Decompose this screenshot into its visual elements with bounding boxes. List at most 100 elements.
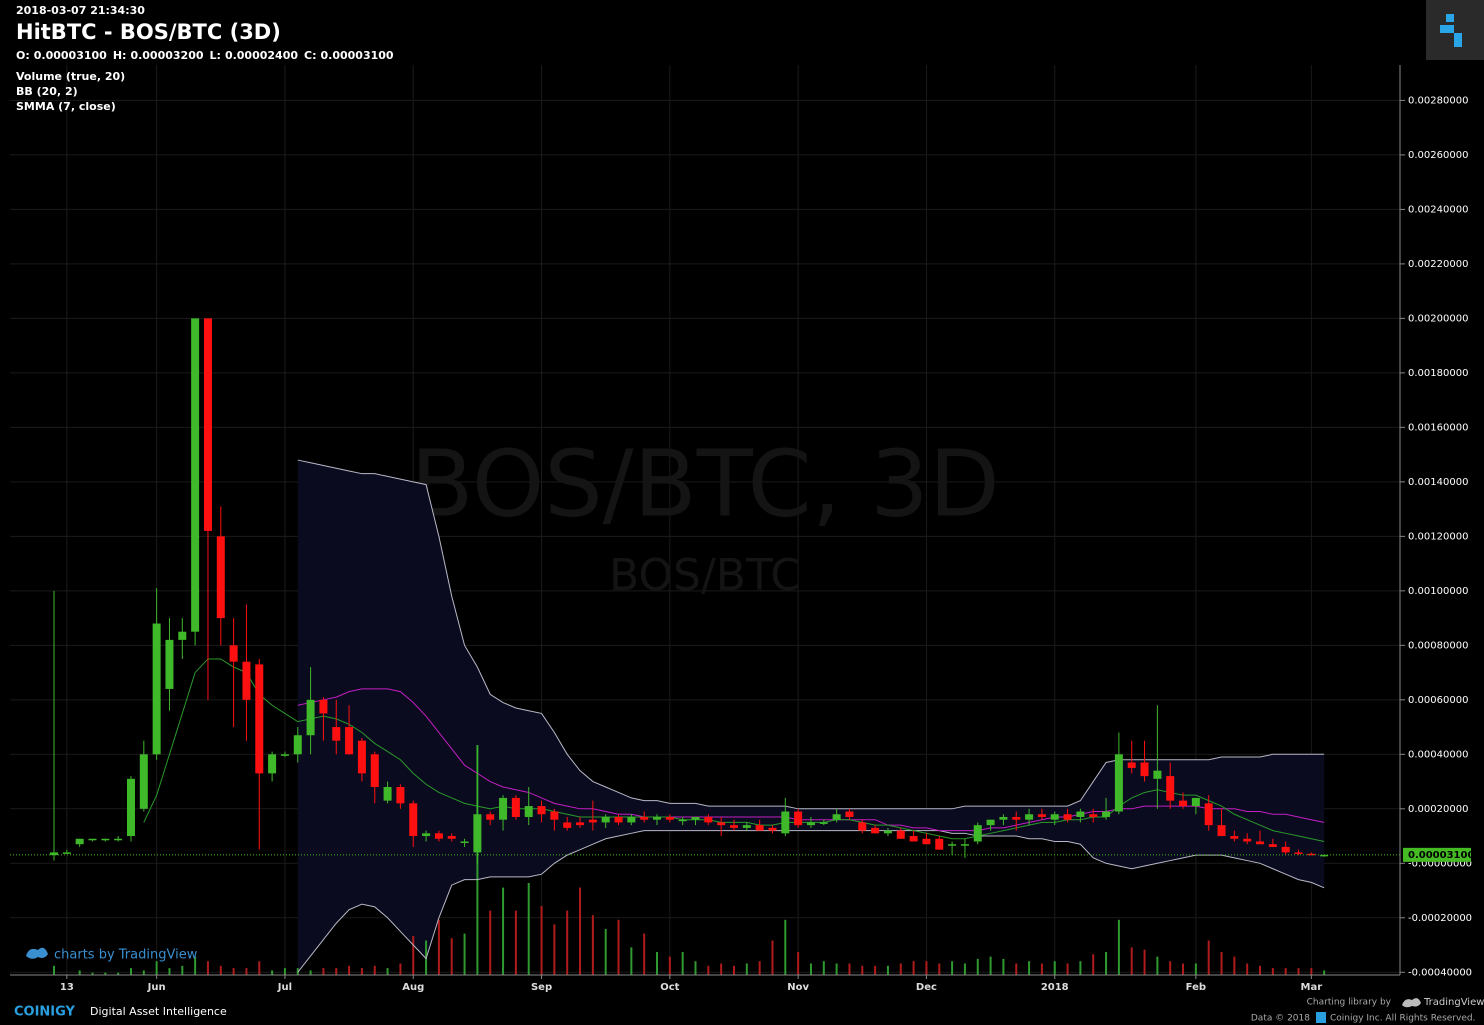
candle-body [717,822,726,826]
candle-body [1256,841,1265,845]
logo-box [1426,0,1484,60]
charts-by-link[interactable]: charts by TradingView [54,948,198,963]
candle-body [1102,811,1111,817]
volume-bar [437,919,440,975]
volume-bar [53,965,55,975]
volume-bar [1284,968,1287,975]
candle-body [203,318,212,531]
candle-body [191,318,200,632]
volume-bar [681,952,684,975]
candle-body [1217,825,1226,837]
candle-body [357,740,366,774]
volume-bar [258,961,261,975]
candle-body [691,816,700,820]
volume-bar [1092,954,1095,975]
volume-bar [129,968,132,975]
tv-icon [1402,998,1421,1008]
x-tick-label: Jul [277,982,292,993]
candle-body [447,836,456,839]
volume-bar [360,968,363,975]
volume-bar [168,968,171,975]
volume-bar [1015,963,1018,975]
candle-body [1127,762,1136,768]
candle-body [588,819,597,823]
candle-body [434,833,443,839]
volume-bar [1143,949,1146,975]
candle-body [563,822,572,828]
volume-bar [142,970,145,975]
volume-bar [194,956,197,975]
candle-body [114,838,123,841]
volume-bar [348,965,351,975]
volume-bar [976,958,979,975]
candle-body [1153,770,1162,779]
volume-bar [1156,956,1159,975]
volume-bar [335,968,338,975]
volume-bar [1053,961,1056,975]
y-tick-label: 0.00040000 [1408,749,1468,760]
volume-bar [412,935,415,975]
volume-bar [566,910,569,975]
candle-body [345,727,354,755]
candle-body [1089,814,1098,817]
candle-body [1294,852,1303,854]
candle-body [50,852,58,856]
candle-body [255,664,264,774]
volume-bar [1066,963,1069,975]
volume-bar [1130,947,1133,975]
timestamp: 2018-03-07 21:34:30 [16,4,145,17]
axes: -0.00040000 -0.00020000 -0.00000000 0.00020… [60,95,1475,993]
candle-body [126,778,135,837]
volume-bar [219,965,222,975]
candle-body [1243,838,1252,842]
volume-bar [309,970,312,975]
candle-body [178,631,187,640]
candle-body [729,825,738,828]
candle-body [832,814,841,820]
x-tick-label: Nov [787,982,809,993]
coinigy-icon [1316,1012,1326,1023]
candle-body [768,827,777,831]
volume-bar [1297,968,1300,975]
candle-body [216,536,225,619]
brand: COINIGY [14,1005,76,1020]
candle-body [88,838,97,841]
logo-block [1454,33,1462,47]
library-credit: Charting library by [1307,998,1392,1008]
candle-body [550,811,559,820]
x-tick-label: Aug [402,982,424,993]
candle-body [973,825,982,842]
candle-body [409,803,418,837]
volume-bar [373,965,376,975]
library-brand[interactable]: TradingView [1423,997,1484,1008]
volume-bar [1105,952,1108,975]
ohlc-value: 0.00003100 [34,49,107,62]
volume-bar [553,924,556,975]
volume-bar [771,940,774,975]
volume-bar [155,961,158,975]
volume-bar [938,963,941,975]
volume-bar [848,963,851,975]
x-tick-label: 13 [60,982,74,993]
candle-body [1166,776,1175,801]
volume-bar [283,968,286,975]
watermark: BOS/BTC, 3D [410,430,999,537]
candle-body [306,699,315,736]
candle-body [896,830,905,839]
candle-body [499,797,508,820]
y-tick-label: 0.00100000 [1408,586,1468,597]
candle-body [960,844,969,846]
volume-bar [656,952,659,975]
volume-bar [784,919,787,975]
volume-bar [1028,961,1031,975]
y-tick-label: -0.00040000 [1408,967,1472,978]
candle-body [794,811,803,826]
y-tick-label: 0.00020000 [1408,804,1468,815]
candle-body [1063,814,1072,820]
volume-bar [271,970,274,975]
volume-bar [1323,970,1326,975]
volume-bar [540,906,543,975]
volume-bar [502,887,505,975]
volume-bar [797,952,800,975]
